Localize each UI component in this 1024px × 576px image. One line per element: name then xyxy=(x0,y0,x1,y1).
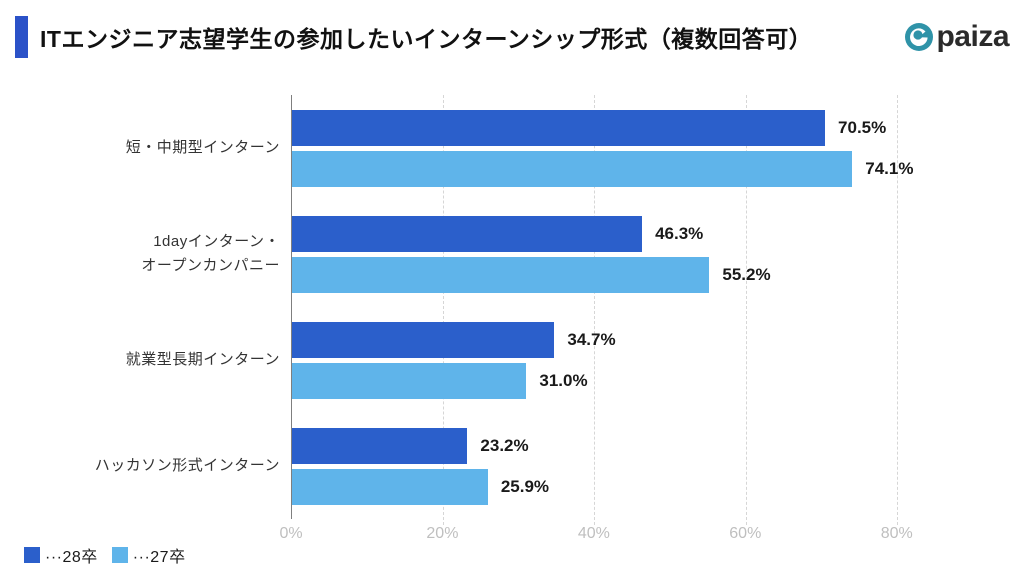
value-label: 34.7% xyxy=(567,330,616,349)
category-label: 短・中期型インターン xyxy=(125,139,280,156)
legend-swatch xyxy=(111,547,128,563)
page-title: ITエンジニア志望学生の参加したいインターンシップ形式（複数回答可） xyxy=(40,26,813,52)
x-tick-label: 80% xyxy=(880,525,913,542)
value-label: 46.3% xyxy=(655,224,704,243)
legend-item: ···27卒 xyxy=(111,543,186,567)
bar-group: 70.5% 74.1% xyxy=(292,95,1005,201)
category-label: ハッカソン形式インターン xyxy=(94,457,280,474)
brand-logo: paiza xyxy=(904,20,1009,54)
legend-item: ···28卒 xyxy=(24,543,98,567)
legend-swatch xyxy=(24,547,40,563)
value-label: 23.2% xyxy=(480,436,529,455)
bar xyxy=(292,257,710,293)
value-label: 70.5% xyxy=(838,118,887,137)
bar xyxy=(292,322,555,358)
value-label: 74.1% xyxy=(865,159,914,178)
paiza-logo-icon xyxy=(905,23,934,51)
x-tick-label: 40% xyxy=(577,525,610,542)
x-axis: 0% 20% 40% 60% 80% xyxy=(279,525,1005,547)
value-label: 31.0% xyxy=(539,371,588,390)
legend: ···28卒 ···27卒 xyxy=(24,543,186,567)
brand-name: paiza xyxy=(936,20,1009,53)
plot-area: 70.5% 74.1% 46.3% 55.2% 34.7% 31.0% 23.2% 25.9% xyxy=(291,95,1005,525)
legend-label: ···27卒 xyxy=(132,549,186,566)
category-label: 就業型長期インターン xyxy=(125,351,280,368)
bar xyxy=(292,428,468,464)
gridline xyxy=(443,95,445,525)
bar-group: 34.7% 31.0% xyxy=(292,307,1005,413)
bar-chart: 短・中期型インターン 1dayインターン・ オープンカンパニー就業型長期インターン… xyxy=(0,95,1024,567)
gridline xyxy=(594,95,596,525)
value-label: 25.9% xyxy=(500,477,550,496)
title-accent-bar xyxy=(15,16,28,58)
x-tick-label: 0% xyxy=(279,525,303,542)
gridline xyxy=(896,95,898,525)
value-label: 55.2% xyxy=(722,265,771,284)
bar xyxy=(292,469,488,505)
category-labels: 短・中期型インターン 1dayインターン・ オープンカンパニー就業型長期インターン… xyxy=(0,95,280,519)
gridline xyxy=(745,95,747,525)
bar xyxy=(292,363,527,399)
bar-group: 46.3% 55.2% xyxy=(292,201,1005,307)
header: ITエンジニア志望学生の参加したいインターンシップ形式（複数回答可） paiza xyxy=(15,16,1009,58)
x-tick-label: 20% xyxy=(426,525,459,542)
bar xyxy=(292,110,826,146)
category-label: 1dayインターン・ オープンカンパニー xyxy=(141,233,280,274)
x-tick-label: 60% xyxy=(729,525,762,542)
bar xyxy=(292,216,643,252)
bar xyxy=(292,151,853,187)
legend-label: ···28卒 xyxy=(45,549,98,566)
bar-group: 23.2% 25.9% xyxy=(292,413,1005,519)
